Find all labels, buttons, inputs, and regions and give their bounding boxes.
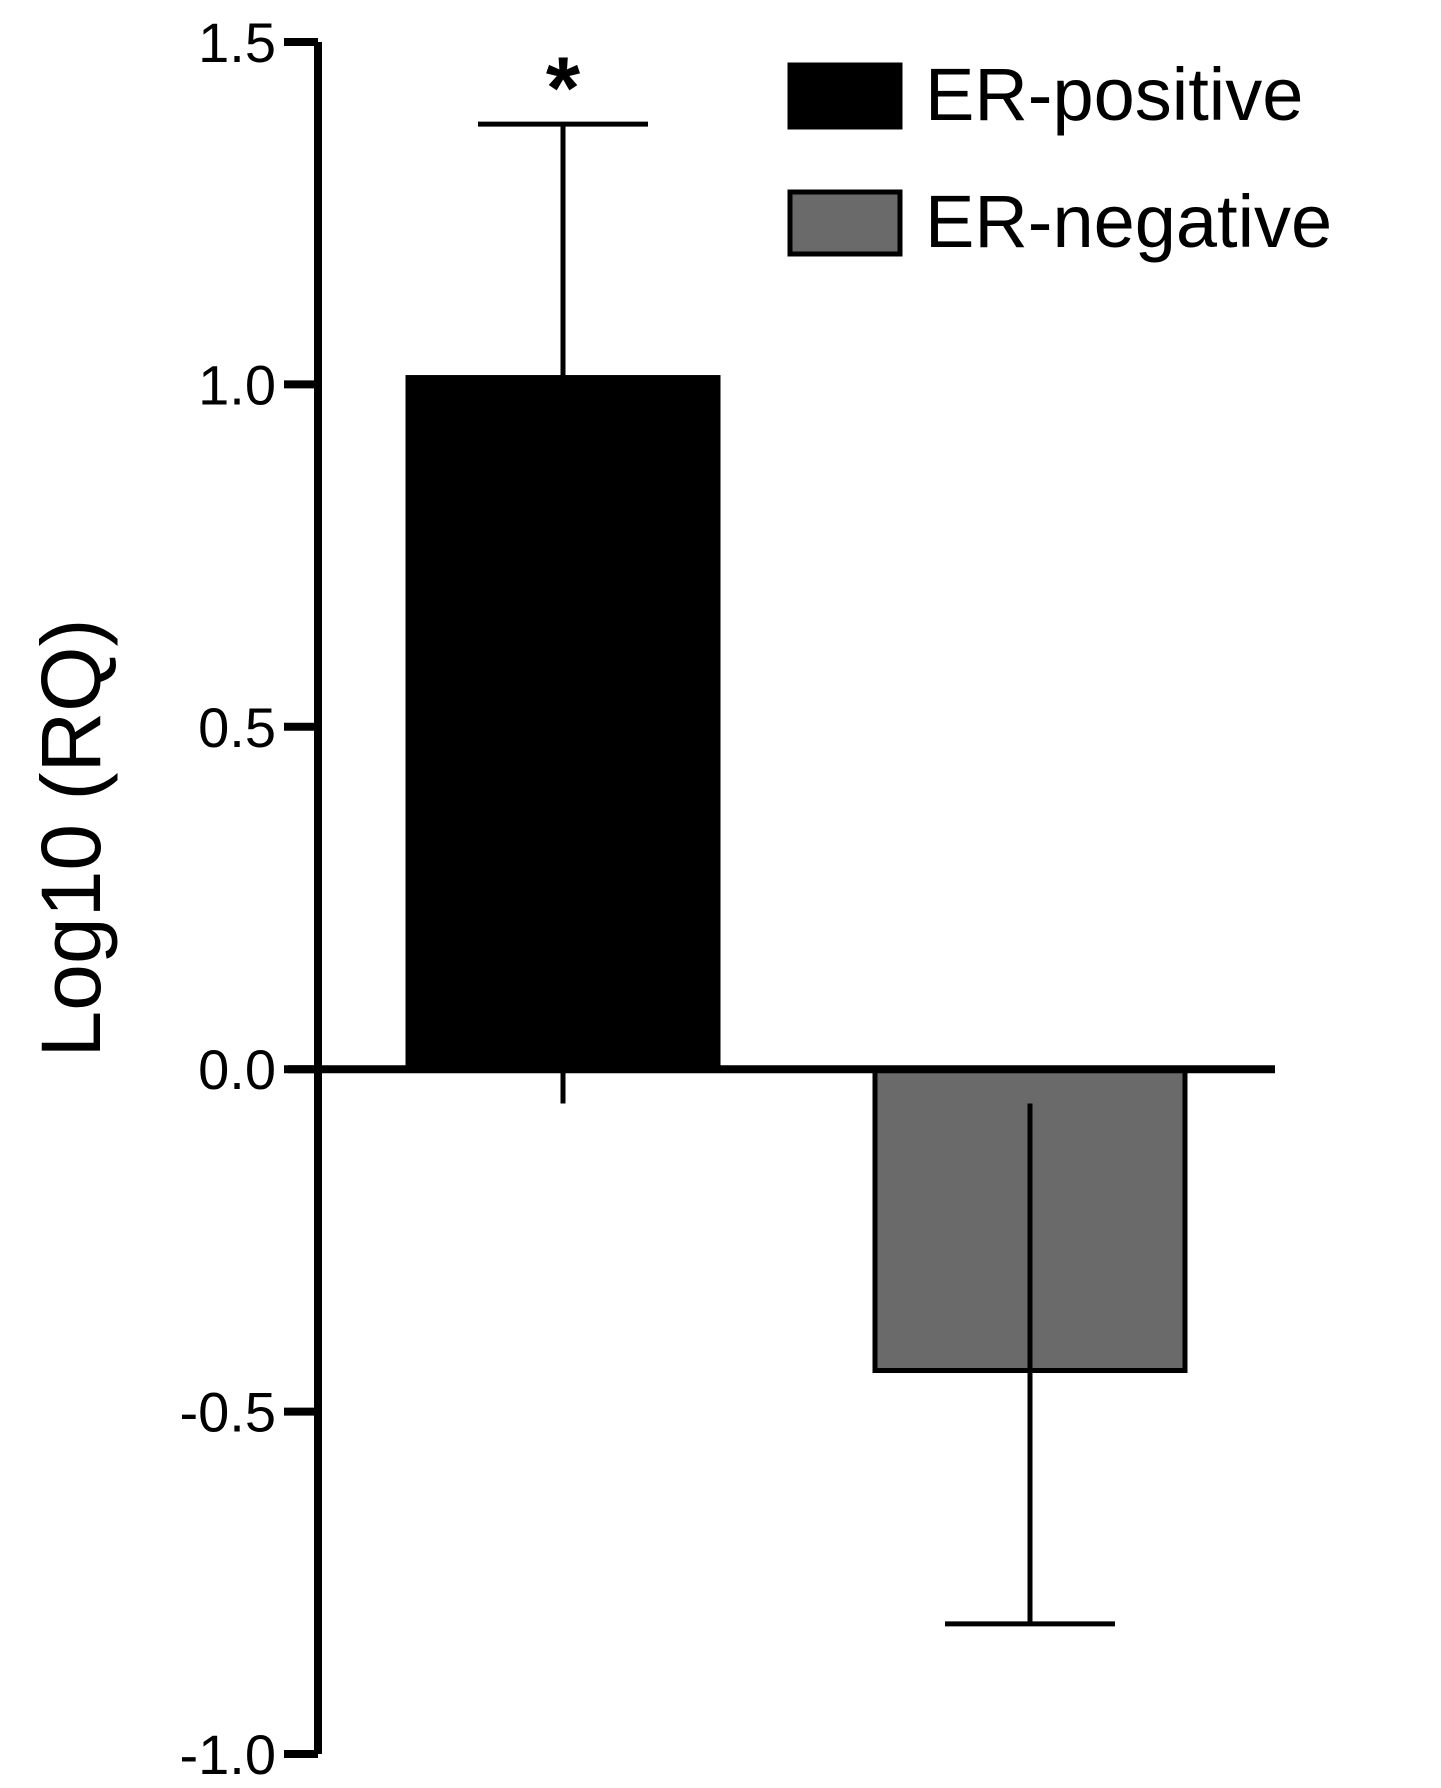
- significance-annotations: *: [546, 38, 581, 137]
- y-tick-label: -0.5: [180, 1381, 277, 1444]
- y-tick-label: 0.5: [198, 696, 276, 759]
- significance-asterisk: *: [546, 38, 581, 137]
- legend-label-er-positive: ER-positive: [925, 53, 1303, 136]
- y-axis-label: Log10 (RQ): [24, 619, 118, 1058]
- y-tick-label: 0.0: [198, 1038, 276, 1101]
- bars: [405, 375, 1188, 1374]
- error-bars: [478, 121, 1115, 1627]
- y-tick-label: 1.5: [198, 11, 276, 74]
- legend-swatch-er-negative: [787, 189, 903, 257]
- y-tick-label: 1.0: [198, 353, 276, 416]
- legend-swatch-er-positive: [787, 62, 903, 130]
- y-tick-label: -1.0: [180, 1723, 277, 1786]
- legend-label-er-negative: ER-negative: [925, 180, 1332, 263]
- legend: ER-positive ER-negative: [787, 53, 1332, 263]
- y-axis-ticks: 1.5 1.0 0.5 0.0 -0.5 -1.0: [180, 11, 318, 1786]
